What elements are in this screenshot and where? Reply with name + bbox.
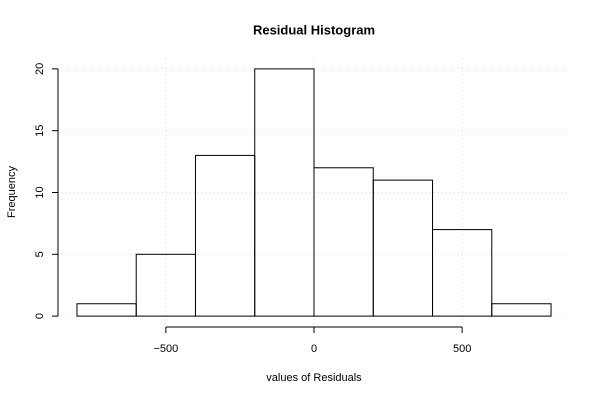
- chart-title: Residual Histogram: [253, 22, 375, 37]
- y-tick-label: 10: [34, 186, 46, 198]
- x-tick-label: 0: [311, 343, 317, 355]
- y-tick-label: 0: [34, 313, 46, 319]
- bar: [194, 154, 256, 317]
- bar: [254, 68, 315, 317]
- x-axis-title: values of Residuals: [266, 372, 362, 384]
- y-tick-label: 20: [34, 63, 46, 75]
- y-axis-title: Frequency: [6, 166, 18, 218]
- bar: [135, 253, 196, 317]
- bar: [313, 167, 374, 317]
- x-tick-label: −500: [153, 343, 178, 355]
- y-tick-label: 15: [34, 125, 46, 137]
- bar: [372, 179, 434, 317]
- bar: [76, 303, 137, 317]
- bar: [432, 229, 493, 317]
- bar: [491, 303, 552, 317]
- x-tick-label: 500: [453, 343, 471, 355]
- y-tick-label: 5: [34, 251, 46, 257]
